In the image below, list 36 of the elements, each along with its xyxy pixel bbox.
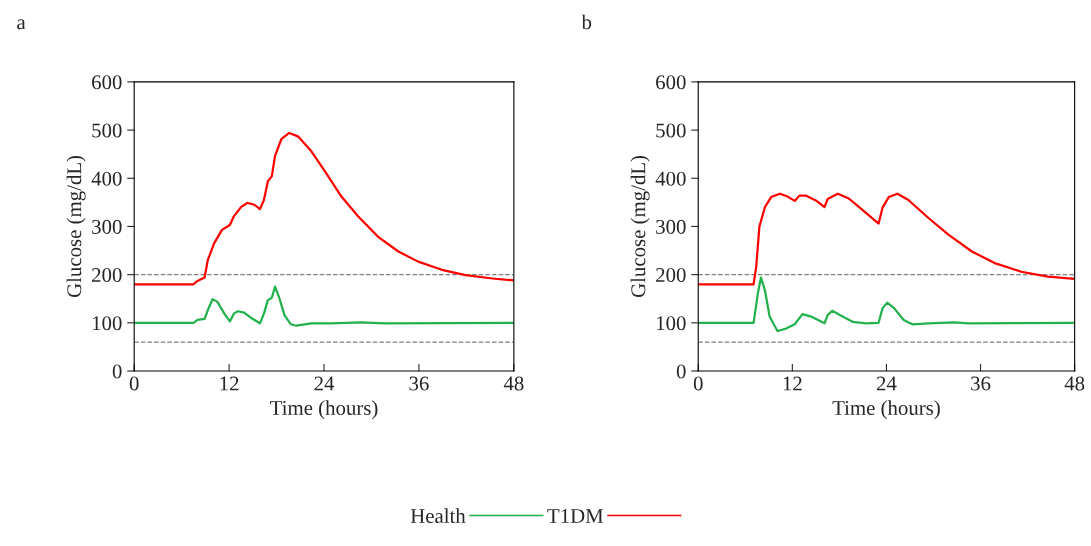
x-tick-label: 0	[129, 376, 139, 391]
y-tick-label: 500	[92, 123, 122, 138]
x-tick-label: 24	[876, 376, 897, 391]
line-series	[134, 131, 514, 286]
y-tick-label: 400	[655, 171, 686, 186]
y-tick-label: 300	[656, 219, 686, 234]
x-tick-label: 48	[503, 376, 524, 391]
y-tick-label: 200	[92, 268, 122, 283]
chart-title: a	[17, 19, 26, 30]
y-tick-label: 500	[656, 123, 686, 138]
x-tick-label: 36	[409, 376, 429, 391]
line-series	[698, 192, 1075, 286]
y-tick-label: 400	[91, 171, 122, 186]
y-tick-label: 600	[92, 75, 122, 90]
y-axis-title: Glucose (mg/dL)	[66, 155, 86, 298]
y-tick-label: 100	[657, 316, 686, 331]
y-tick-label: 0	[112, 364, 122, 379]
chart-title: b	[581, 14, 592, 30]
x-tick-label: 24	[314, 376, 335, 391]
x-tick-label: 48	[1064, 376, 1085, 391]
x-axis-title: Time (hours)	[832, 400, 940, 420]
legend-label: Health	[410, 508, 466, 524]
y-axis-title: Glucose (mg/dL)	[630, 155, 650, 298]
x-tick-label: 12	[783, 376, 802, 391]
y-tick-label: 300	[92, 219, 122, 234]
y-tick-label: 600	[656, 75, 686, 90]
x-axis-title: Time (hours)	[270, 400, 378, 420]
x-tick-label: 12	[220, 376, 239, 391]
x-tick-label: 36	[971, 376, 991, 391]
legend-label: T1DM	[547, 509, 604, 523]
x-tick-label: 0	[693, 376, 703, 391]
y-tick-label: 0	[676, 364, 686, 379]
y-tick-label: 100	[92, 316, 122, 331]
y-tick-label: 200	[656, 268, 686, 283]
line-series	[698, 276, 1075, 333]
line-series	[134, 285, 514, 327]
